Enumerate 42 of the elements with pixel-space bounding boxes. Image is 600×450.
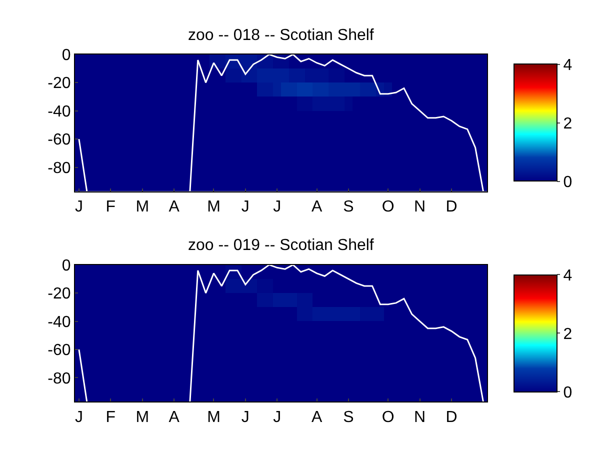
x-tick-label: J [241, 408, 250, 426]
x-tick-label: M [136, 408, 150, 426]
chart-title: zoo -- 019 -- Scotian Shelf [188, 237, 374, 254]
x-tick-label: O [382, 198, 394, 216]
x-tick-label: J [74, 408, 83, 426]
y-tick-label: -20 [48, 75, 71, 92]
y-tick-label: -80 [48, 160, 71, 177]
y-tick-label: -40 [48, 314, 71, 331]
color-bar-label: 4 [563, 267, 572, 284]
y-tick-label: 0 [62, 257, 71, 274]
x-tick-label: S [343, 408, 354, 426]
chart-title: zoo -- 018 -- Scotian Shelf [188, 27, 374, 44]
x-tick-label: A [311, 408, 322, 426]
x-tick-label: J [273, 198, 282, 216]
x-tick-label: O [382, 408, 394, 426]
x-tick-label: M [207, 408, 220, 426]
x-tick-label: D [446, 198, 458, 216]
x-tick-label: F [106, 198, 116, 216]
y-tick-label: -60 [48, 342, 71, 360]
y-tick-label: 0 [62, 47, 71, 64]
color-bar-label: 0 [563, 174, 572, 191]
x-tick-label: F [106, 408, 116, 426]
x-tick-label: A [168, 408, 180, 426]
x-tick-label: M [136, 198, 150, 216]
x-tick-label: J [241, 198, 250, 216]
x-tick-label: J [273, 408, 282, 426]
x-tick-label: A [311, 198, 322, 216]
x-tick-label: S [343, 198, 354, 216]
y-tick-label: -40 [48, 103, 71, 120]
color-bar-label: 4 [563, 56, 572, 74]
color-bar-label: 2 [563, 115, 572, 132]
x-tick-label: M [207, 198, 220, 216]
x-tick-label: J [74, 198, 83, 216]
x-tick-label: N [414, 408, 426, 426]
x-tick-label: D [446, 408, 458, 426]
x-tick-label: A [168, 198, 180, 216]
y-tick-label: -60 [48, 132, 71, 149]
y-tick-label: -20 [48, 286, 71, 303]
x-tick-label: N [414, 198, 426, 216]
color-bar-label: 0 [563, 384, 572, 402]
y-tick-label: -80 [48, 370, 71, 388]
color-bar-label: 2 [563, 326, 572, 343]
